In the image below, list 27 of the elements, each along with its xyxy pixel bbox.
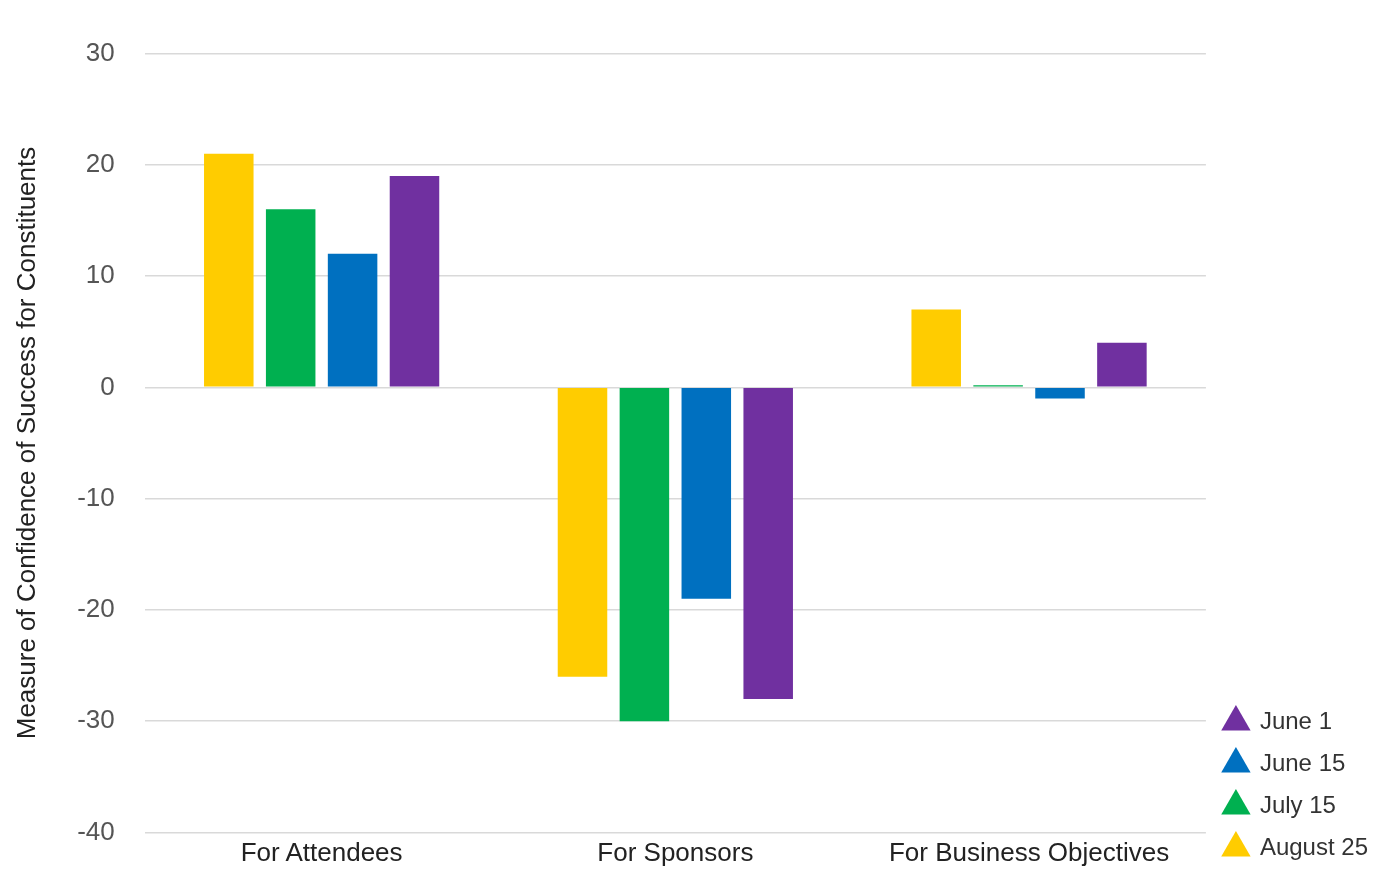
- legend-label: June 15: [1259, 748, 1346, 776]
- legend-label: August 25: [1259, 832, 1369, 860]
- y-tick-label: 30: [85, 36, 115, 67]
- y-tick-label: 20: [85, 148, 115, 179]
- bar: [557, 388, 608, 677]
- y-tick-label: -30: [77, 704, 115, 735]
- bar: [327, 253, 378, 387]
- x-tick-label: For Sponsors: [597, 837, 754, 868]
- bar: [681, 388, 732, 599]
- y-tick-label: -40: [77, 815, 115, 846]
- bar: [1097, 342, 1147, 387]
- legend-label: June 1: [1259, 706, 1332, 734]
- x-tick-label: For Attendees: [240, 837, 403, 868]
- y-axis-title: Measure of Confidence of Success for Constituents: [10, 146, 41, 740]
- bar: [743, 388, 793, 699]
- y-tick-label: -10: [77, 481, 115, 512]
- x-tick-label: For Business Objectives: [888, 837, 1170, 868]
- bar: [1035, 388, 1085, 399]
- y-tick-label: 0: [100, 370, 115, 401]
- y-tick-label: 10: [85, 259, 115, 290]
- bar: [204, 153, 254, 387]
- bar: [911, 309, 961, 387]
- bar: [389, 175, 440, 387]
- y-tick-label: -20: [77, 593, 115, 624]
- bar: [265, 209, 316, 387]
- bar: [619, 388, 670, 722]
- legend-label: July 15: [1259, 790, 1336, 818]
